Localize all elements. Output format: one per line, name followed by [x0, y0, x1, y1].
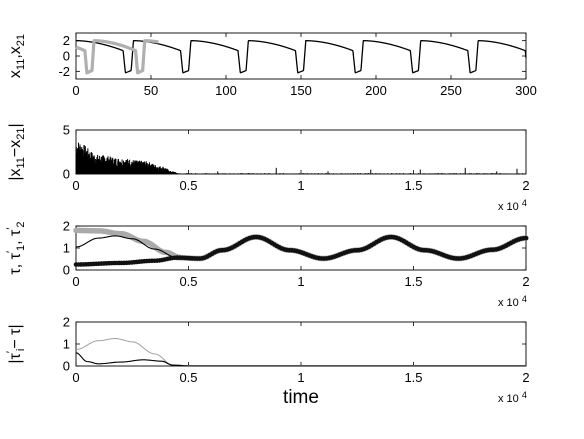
x-tick-label: 0 — [72, 83, 79, 98]
x-tick-label: 150 — [290, 83, 312, 98]
x-tick-label: 0.5 — [179, 274, 197, 289]
x-tick-label: 1.5 — [404, 370, 422, 385]
x-tick-label: 1 — [297, 178, 304, 193]
y-axis-label: τ, τ′1, τ′2 — [5, 221, 27, 274]
x-tick-label: 2 — [522, 370, 529, 385]
x-tick-label: 0.5 — [179, 370, 197, 385]
x-axis-label: time — [283, 387, 319, 408]
y-tick-label: 0 — [63, 49, 70, 64]
series-grey-difference-line — [75, 337, 526, 367]
x-tick-label: 0.5 — [179, 178, 197, 193]
x-tick-label: 1.5 — [404, 178, 422, 193]
x-tick-label: 250 — [440, 83, 462, 98]
panel-4: 0 0.5 1 1.5 2 2 1 0 x 10 4 |τ′i− τ| time — [5, 315, 530, 409]
series-tau1-line — [73, 227, 183, 260]
x-tick-label: 1.5 — [404, 274, 422, 289]
series-tau2-point — [523, 235, 529, 241]
plot-frame — [75, 225, 527, 271]
difference-spikes — [75, 142, 180, 174]
y-tick-label: 2 — [63, 315, 70, 330]
x-tick-label: 50 — [144, 83, 158, 98]
panel-2: 0 0.5 1 1.5 2 5 0 x 10 4 |x11−x21| — [7, 123, 530, 214]
x-tick-label: 300 — [515, 83, 537, 98]
x-axis-multiplier: x 10 4 — [498, 390, 527, 405]
y-axis-label: |τ′i− τ| — [5, 324, 27, 363]
y-tick-label: 0 — [63, 359, 70, 374]
y-tick-label: 1 — [63, 337, 70, 352]
y-tick-label: 5 — [63, 123, 70, 138]
x-tick-label: 2 — [522, 178, 529, 193]
panel-3: 0 0.5 1 1.5 2 2 1 0 x 10 4 τ, τ′1, τ′2 — [5, 219, 530, 310]
y-tick-label: 2 — [63, 33, 70, 48]
x-tick-label: 200 — [365, 83, 387, 98]
y-tick-label: 0 — [63, 167, 70, 182]
x-axis-multiplier: x 10 4 — [498, 294, 527, 309]
x-tick-label: 1 — [297, 274, 304, 289]
x-tick-label: 0 — [72, 370, 79, 385]
y-tick-label: 1 — [63, 241, 70, 256]
x-tick-label: 2 — [522, 274, 529, 289]
x-tick-label: 0 — [72, 274, 79, 289]
y-tick-label: -2 — [58, 64, 70, 79]
y-axis-label: x11,x21 — [7, 34, 27, 78]
x-tick-label: 100 — [215, 83, 237, 98]
y-axis-label: |x11−x21| — [7, 123, 27, 180]
x-tick-label: 0 — [72, 178, 79, 193]
x-axis-multiplier: x 10 4 — [498, 198, 527, 213]
y-tick-label: 2 — [63, 219, 70, 234]
y-tick-label: 0 — [63, 263, 70, 278]
x-tick-label: 1 — [297, 370, 304, 385]
series-black-difference-line — [75, 352, 526, 367]
series-x21-line — [74, 39, 161, 75]
difference-noise-floor — [179, 172, 526, 174]
